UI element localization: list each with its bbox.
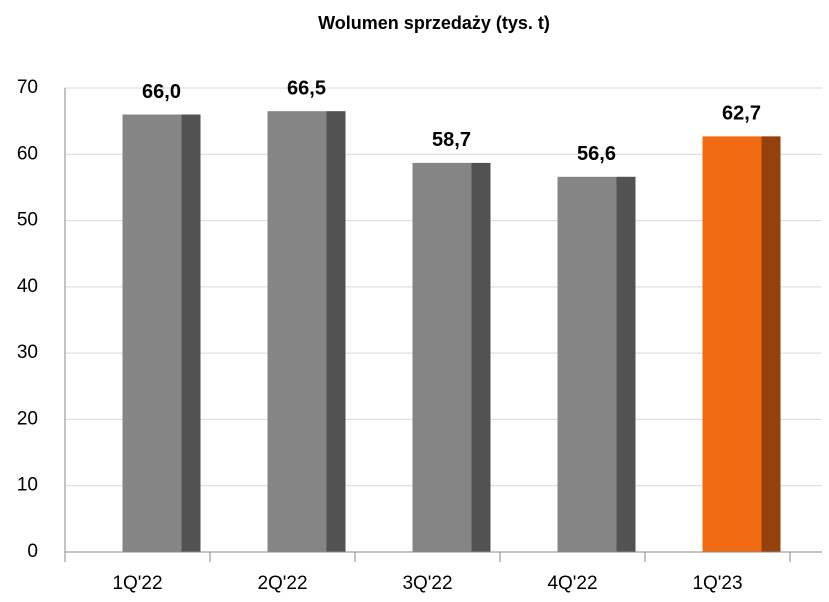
bar — [122, 114, 182, 552]
y-tick-label: 10 — [17, 475, 38, 496]
bar-side-shade — [326, 111, 346, 552]
y-tick-label: 60 — [17, 143, 38, 164]
bar-side — [761, 136, 781, 553]
x-tick-label: 1Q'23 — [692, 573, 742, 594]
bar — [702, 136, 762, 553]
y-tick-label: 50 — [17, 210, 38, 231]
bar-side — [616, 176, 636, 552]
chart-title: Wolumen sprzedaży (tys. t) — [318, 13, 550, 33]
value-label: 56,6 — [577, 143, 616, 165]
bar-side — [326, 111, 346, 552]
value-label: 66,0 — [142, 81, 181, 103]
y-tick-label: 30 — [17, 342, 38, 363]
bar-side-shade — [471, 162, 491, 552]
value-label: 58,7 — [432, 129, 471, 151]
x-tick-label: 3Q'22 — [402, 573, 452, 594]
bar-side-shade — [616, 176, 636, 552]
bar — [267, 111, 327, 552]
bar-side-shade — [181, 114, 201, 552]
value-label: 66,5 — [287, 77, 326, 99]
y-tick-label: 70 — [17, 77, 38, 98]
x-tick-label: 4Q'22 — [547, 573, 597, 594]
y-tick-label: 40 — [17, 276, 38, 297]
bar-side — [471, 162, 491, 552]
bar-side — [181, 114, 201, 552]
bar — [557, 176, 617, 552]
x-tick-label: 1Q'22 — [112, 573, 162, 594]
bar — [412, 162, 472, 552]
y-tick-label: 0 — [27, 541, 38, 562]
y-tick-label: 20 — [17, 408, 38, 429]
x-tick-label: 2Q'22 — [257, 573, 307, 594]
bar-side-shade — [761, 136, 781, 553]
value-label: 62,7 — [722, 103, 761, 125]
